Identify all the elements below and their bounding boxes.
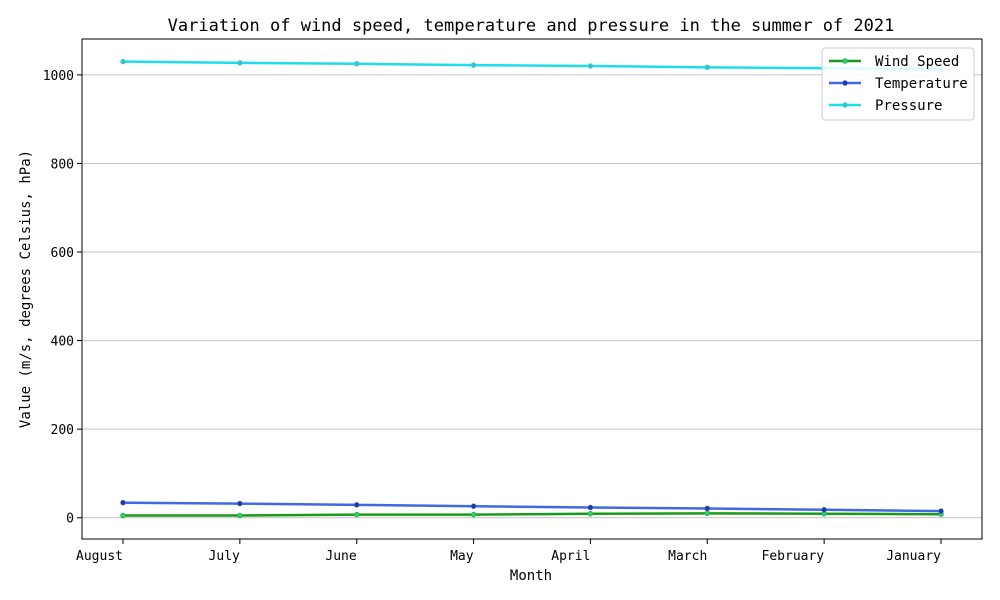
legend-label-wind-speed: Wind Speed — [875, 54, 959, 70]
data-point-temperature — [470, 503, 477, 509]
plot-frame — [81, 38, 983, 540]
x-tick-label: May — [450, 549, 474, 564]
series-line-temperature — [122, 501, 942, 513]
data-point-pressure — [353, 61, 360, 67]
data-point-pressure — [237, 60, 243, 66]
data-point-temperature — [821, 507, 827, 513]
x-tick-label: March — [668, 549, 707, 564]
data-point-temperature — [587, 504, 594, 511]
legend-marker-temperature — [842, 80, 848, 86]
y-tick-label: 0 — [66, 512, 74, 527]
data-point-pressure — [587, 63, 594, 69]
y-tick-label: 400 — [51, 335, 74, 350]
data-point-pressure — [470, 62, 477, 68]
data-point-wind-speed — [470, 511, 477, 518]
data-point-temperature — [120, 499, 126, 506]
y-axis-label: Value (m/s, degrees Celsius, hPa) — [18, 150, 34, 428]
x-tick-label: July — [209, 549, 240, 564]
data-point-temperature — [938, 508, 944, 514]
series-line-pressure — [122, 60, 942, 71]
y-tick-label: 800 — [51, 157, 74, 172]
series-lines — [120, 58, 944, 519]
chart-title: Variation of wind speed, temperature and… — [168, 16, 895, 36]
data-point-pressure — [120, 58, 126, 65]
data-point-wind-speed — [237, 512, 243, 519]
data-point-wind-speed — [353, 511, 360, 518]
series-line-wind-speed — [123, 512, 942, 517]
data-point-temperature — [237, 500, 243, 507]
y-tick-label: 200 — [51, 423, 74, 438]
x-tick-label: February — [762, 549, 825, 564]
data-point-wind-speed — [704, 510, 711, 517]
data-point-wind-speed — [120, 512, 126, 519]
y-axis: 0 200 400 600 800 1000 — [43, 69, 82, 527]
data-point-temperature — [353, 502, 360, 508]
data-point-wind-speed — [587, 511, 594, 517]
legend: Wind Speed Temperature Pressure — [821, 47, 975, 121]
x-axis-label: Month — [510, 568, 552, 584]
legend-box — [821, 47, 975, 121]
legend-label-pressure: Pressure — [875, 98, 942, 114]
y-tick-label: 600 — [51, 246, 74, 261]
x-axis: August July June May April March February Janua… — [76, 539, 942, 564]
legend-marker-wind-speed — [842, 58, 848, 64]
x-tick-label: June — [325, 549, 356, 564]
y-tick-label: 1000 — [43, 69, 74, 84]
x-tick-label: April — [551, 549, 590, 564]
grid-lines — [82, 74, 982, 519]
data-point-temperature — [704, 505, 711, 512]
x-tick-label: August — [76, 549, 123, 564]
legend-label-temperature: Temperature — [875, 76, 968, 92]
legend-marker-pressure — [842, 102, 848, 108]
x-tick-label: January — [886, 549, 941, 564]
data-point-pressure — [704, 64, 711, 71]
